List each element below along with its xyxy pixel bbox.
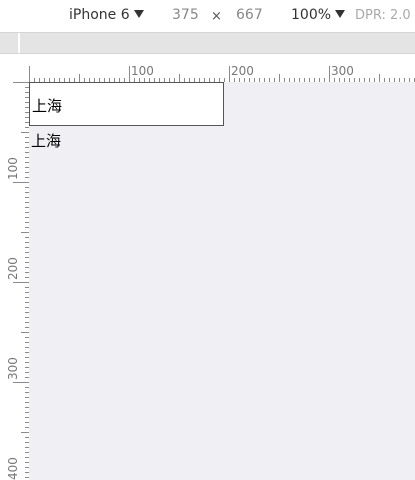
ruler-label: 100 [6, 157, 20, 180]
ruler-label: 300 [6, 357, 20, 380]
city-select[interactable]: 上海 [29, 82, 224, 126]
ruler-label: 200 [6, 257, 20, 280]
horizontal-ruler-ticks: 100 200 300 [29, 64, 415, 82]
caret-down-icon [335, 9, 346, 18]
vertical-ruler: 100 200 300 400 [0, 82, 29, 480]
zoom-select[interactable]: 100% [291, 7, 346, 23]
vertical-ruler-ticks: 100 200 300 400 [6, 82, 29, 480]
device-toolbar: iPhone 6 375 × 667 100% DPR: 2.0 [0, 0, 415, 32]
device-viewport: 上海 上海 [29, 82, 415, 480]
device-select[interactable]: iPhone 6 [69, 7, 144, 23]
width-input[interactable]: 375 [172, 7, 199, 23]
caret-down-icon [133, 9, 144, 18]
dpr-label[interactable]: DPR: 2.0 [355, 8, 411, 23]
ruler-label: 400 [6, 457, 20, 480]
ruler-label: 100 [131, 64, 154, 78]
zoom-value: 100% [291, 7, 332, 23]
media-query-handle[interactable] [18, 33, 20, 53]
city-select-value: 上海 [32, 97, 63, 115]
ruler-label: 200 [231, 64, 254, 78]
ruler-label: 300 [331, 64, 354, 78]
media-query-bar[interactable] [0, 32, 415, 54]
height-input[interactable]: 667 [236, 7, 263, 23]
horizontal-ruler: 100 200 300 [29, 54, 415, 82]
city-text: 上海 [31, 132, 62, 150]
device-name: iPhone 6 [69, 7, 130, 23]
ruler-corner [0, 54, 29, 82]
times-separator: × [211, 9, 222, 24]
